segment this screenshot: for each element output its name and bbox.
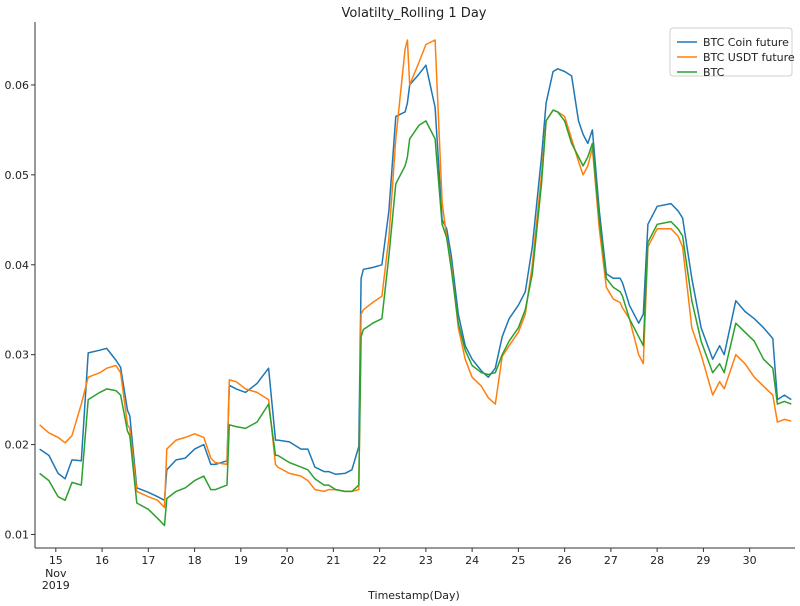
x-tick-label: 18 — [188, 554, 202, 567]
legend-label: BTC USDT future — [703, 51, 795, 64]
x-tick-label: 23 — [419, 554, 433, 567]
legend-label: BTC — [703, 66, 725, 79]
legend-label: BTC Coin future — [703, 36, 789, 49]
x-tick-label: 15 — [49, 554, 63, 567]
y-tick-label: 0.06 — [5, 79, 30, 92]
x-tick-label: 16 — [95, 554, 109, 567]
x-axis-title: Timestamp(Day) — [367, 589, 460, 602]
y-tick-label: 0.05 — [5, 169, 30, 182]
y-tick-label: 0.02 — [5, 439, 30, 452]
x-tick-label: 28 — [650, 554, 664, 567]
y-tick-label: 0.01 — [5, 529, 30, 542]
x-tick-label: 27 — [604, 554, 618, 567]
x-tick-label: 29 — [696, 554, 710, 567]
x-tick-label: 20 — [280, 554, 294, 567]
x-tick-sublabel: Nov — [45, 567, 67, 580]
x-tick-label: 26 — [558, 554, 572, 567]
series-line-2 — [39, 109, 792, 527]
y-axis-ticks: 0.01 0.02 0.03 0.04 0.05 0.06 — [5, 79, 35, 542]
x-tick-label: 21 — [326, 554, 340, 567]
legend-frame — [669, 27, 793, 77]
x-tick-label: 22 — [373, 554, 387, 567]
x-tick-label: 19 — [234, 554, 248, 567]
series-line-1 — [39, 39, 792, 509]
legend: BTC Coin future BTC USDT future BTC — [669, 27, 795, 79]
x-tick-label: 30 — [743, 554, 757, 567]
y-tick-label: 0.03 — [5, 349, 30, 362]
series-lines — [39, 39, 792, 527]
series-line-0 — [39, 64, 792, 502]
x-tick-sublabel: 2019 — [42, 579, 70, 592]
x-tick-label: 24 — [465, 554, 479, 567]
x-tick-label: 17 — [141, 554, 155, 567]
y-tick-label: 0.04 — [5, 259, 30, 272]
chart-title: Volatilty_Rolling 1 Day — [342, 6, 487, 21]
plot-area: 0.01 0.02 0.03 0.04 0.05 0.06 15 16 17 18 19 20 21 2… — [5, 22, 795, 592]
x-tick-label: 25 — [511, 554, 525, 567]
